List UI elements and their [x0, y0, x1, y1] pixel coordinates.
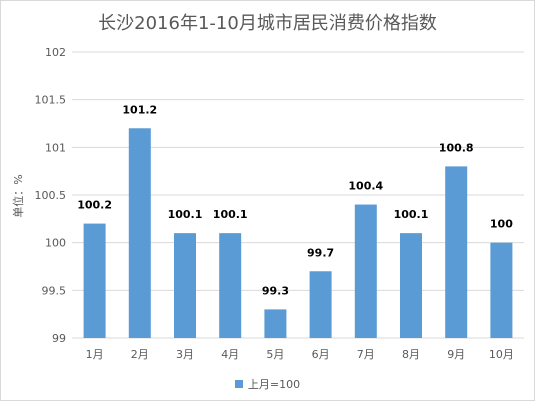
data-label: 100.1	[213, 208, 248, 221]
data-label: 100.4	[348, 180, 383, 193]
bar	[490, 242, 513, 338]
y-tick-labels: 99 99.5 100 100.5 101 101.5 102	[35, 46, 67, 345]
bar	[400, 233, 422, 338]
data-label: 100.2	[77, 199, 112, 212]
legend-swatch	[234, 380, 243, 388]
bar	[128, 128, 151, 338]
bar	[174, 233, 196, 338]
x-tick-label: 9月	[447, 348, 465, 361]
x-tick-label: 5月	[266, 348, 284, 361]
data-label: 100.1	[394, 208, 429, 221]
y-tick-label: 100	[45, 237, 66, 250]
bar	[445, 166, 468, 338]
x-tick-label: 10月	[489, 348, 514, 361]
legend: 上月=100	[0, 376, 535, 392]
chart-title: 长沙2016年1-10月城市居民消费价格指数	[98, 13, 437, 34]
bar	[83, 223, 106, 338]
x-tick-label: 6月	[312, 348, 330, 361]
bar	[264, 309, 287, 338]
data-label: 100	[490, 218, 513, 231]
data-labels: 100.2 101.2 100.1 100.1 99.3 99.7 100.4 100.1 10…	[77, 103, 513, 297]
x-tick-label: 7月	[357, 348, 375, 361]
y-tick-label: 101	[45, 141, 66, 154]
y-tick-label: 100.5	[35, 189, 67, 202]
x-tick-label: 2月	[131, 348, 149, 361]
bar	[354, 204, 377, 338]
x-tick-label: 4月	[221, 348, 239, 361]
y-tick-label: 102	[45, 46, 66, 59]
y-tick-label: 101.5	[35, 94, 67, 107]
data-label: 100.8	[439, 141, 474, 154]
data-label: 100.1	[168, 208, 203, 221]
x-tick-label: 1月	[86, 348, 104, 361]
y-tick-label: 99	[52, 332, 66, 345]
data-label: 99.7	[307, 246, 334, 259]
data-label: 99.3	[262, 284, 289, 297]
y-tick-label: 99.5	[42, 284, 67, 297]
x-tick-label: 8月	[402, 348, 420, 361]
bars	[83, 128, 513, 338]
x-tick-labels: 1月 2月 3月 4月 5月 6月 7月 8月 9月 10月	[86, 348, 514, 361]
legend-label: 上月=100	[247, 378, 301, 391]
bar	[219, 233, 242, 338]
x-tick-label: 3月	[176, 348, 194, 361]
data-label: 101.2	[122, 103, 157, 116]
bar	[309, 271, 332, 338]
